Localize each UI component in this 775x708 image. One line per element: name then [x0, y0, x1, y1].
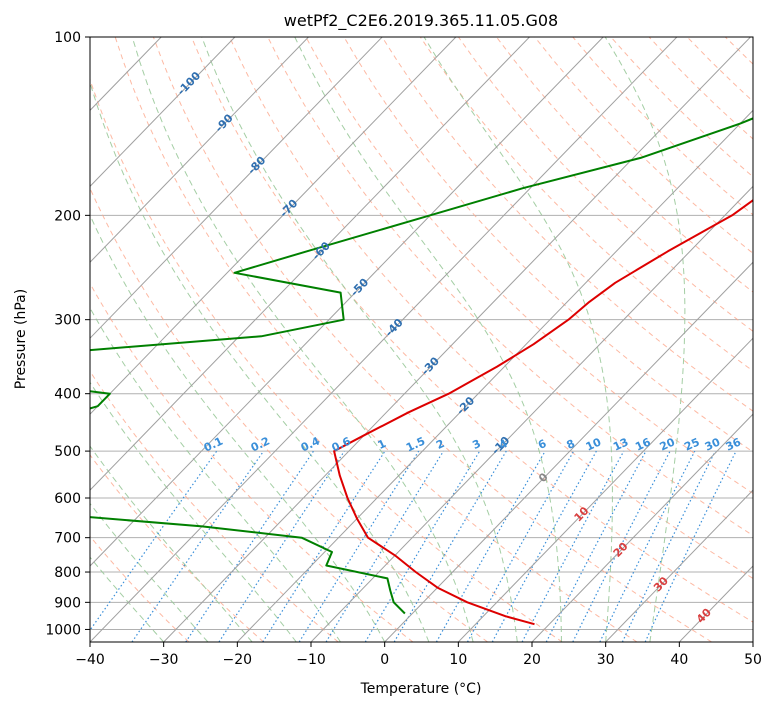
x-tick-label: 40 — [670, 652, 688, 668]
x-axis-label: Temperature (°C) — [360, 681, 482, 697]
dry-adiabat — [381, 37, 753, 412]
moist-adiabat — [90, 80, 430, 642]
x-tick-label: 30 — [597, 652, 615, 668]
isotherm — [90, 37, 678, 642]
isotherm — [90, 37, 604, 567]
x-tick-label: 20 — [523, 652, 541, 668]
mixing-ratio-line — [218, 450, 345, 642]
plot-frame — [89, 36, 754, 643]
x-tick-label: −30 — [149, 652, 179, 668]
mixing-ratio-label: 30 — [703, 435, 723, 453]
dry-adiabat — [305, 37, 753, 494]
profile-series — [90, 117, 753, 626]
y-tick-label: 1000 — [45, 622, 81, 638]
mixing-ratio-line — [599, 450, 696, 642]
moist-adiabat — [294, 37, 562, 642]
isotherm — [384, 261, 753, 642]
plot-area — [90, 37, 753, 642]
isotherm — [90, 37, 309, 263]
chart-title: wetPf2_C2E6.2019.365.11.05.G08 — [284, 11, 558, 31]
moist-adiabat — [604, 37, 686, 642]
mixing-ratio-line — [325, 450, 445, 642]
moist-adiabat — [201, 37, 518, 642]
dry-adiabat — [152, 37, 712, 642]
moist-adiabat — [423, 37, 613, 642]
isotherm — [90, 37, 457, 415]
isotherms — [90, 37, 753, 642]
moist-adiabat — [90, 445, 253, 642]
dry-adiabat — [90, 187, 488, 642]
mixing-ratio-lines — [90, 450, 737, 642]
x-tick-label: −20 — [223, 652, 253, 668]
y-tick-label: 900 — [54, 595, 81, 611]
isotherm — [605, 489, 753, 642]
isotherm — [531, 413, 753, 642]
x-axis-ticks: −40 −30 −20 −10 0 10 20 30 40 50 — [75, 642, 762, 668]
isotherm — [310, 185, 753, 642]
isotherm — [90, 37, 530, 491]
series-temperature-line — [333, 198, 753, 626]
mixing-ratio-label: 10 — [584, 435, 604, 453]
dry-adiabat — [229, 37, 753, 579]
mixing-ratio-label: 36 — [724, 435, 744, 453]
dry-adiabats — [90, 37, 753, 642]
x-tick-label: 0 — [380, 652, 389, 668]
mixing-ratio-line — [572, 450, 671, 642]
isotherm — [163, 37, 751, 642]
moist-adiabat — [90, 214, 386, 642]
dry-adiabat — [114, 37, 638, 642]
mixing-ratio-line — [521, 450, 625, 642]
dry-adiabat — [496, 37, 753, 293]
y-tick-label: 200 — [54, 208, 81, 224]
isotherm — [90, 37, 236, 188]
x-tick-label: 50 — [744, 652, 762, 668]
dry-adiabat — [90, 77, 563, 642]
dry-adiabat — [90, 282, 414, 642]
isotherm — [457, 337, 753, 642]
y-axis-label: Pressure (hPa) — [13, 289, 29, 389]
mixing-ratio-line — [185, 450, 314, 642]
y-tick-label: 700 — [54, 531, 81, 547]
mixing-ratio-label: 20 — [658, 435, 678, 453]
dry-adiabat — [90, 370, 339, 642]
dry-adiabat — [191, 37, 753, 623]
y-tick-label: 300 — [54, 313, 81, 329]
x-tick-label: 10 — [449, 652, 467, 668]
y-tick-label: 500 — [54, 444, 81, 460]
mixing-ratio-label: 25 — [682, 435, 701, 453]
dry-adiabat — [343, 37, 753, 453]
y-tick-label: 800 — [54, 565, 81, 581]
mixing-ratio-label: 13 — [611, 435, 630, 453]
mixing-ratio-line — [131, 450, 265, 642]
x-tick-label: −10 — [296, 652, 326, 668]
mixing-ratio-label: 16 — [633, 435, 653, 453]
mixing-ratio-line — [466, 450, 575, 642]
x-tick-label: −40 — [75, 652, 105, 668]
y-tick-label: 100 — [54, 30, 81, 46]
moist-adiabat — [90, 306, 341, 642]
mixing-ratio-line — [262, 450, 386, 642]
mixing-ratio-line — [90, 450, 218, 632]
isotherm — [236, 109, 753, 642]
y-tick-label: 400 — [54, 387, 81, 403]
y-tick-label: 600 — [54, 491, 81, 507]
dry-adiabat — [267, 37, 753, 537]
series-dewpoint-line — [90, 117, 753, 615]
pressure-gridlines — [90, 37, 753, 630]
isotherm — [90, 37, 383, 339]
y-axis-ticks: 100 200 300 400 500 600 700 800 900 1000 — [45, 30, 90, 638]
